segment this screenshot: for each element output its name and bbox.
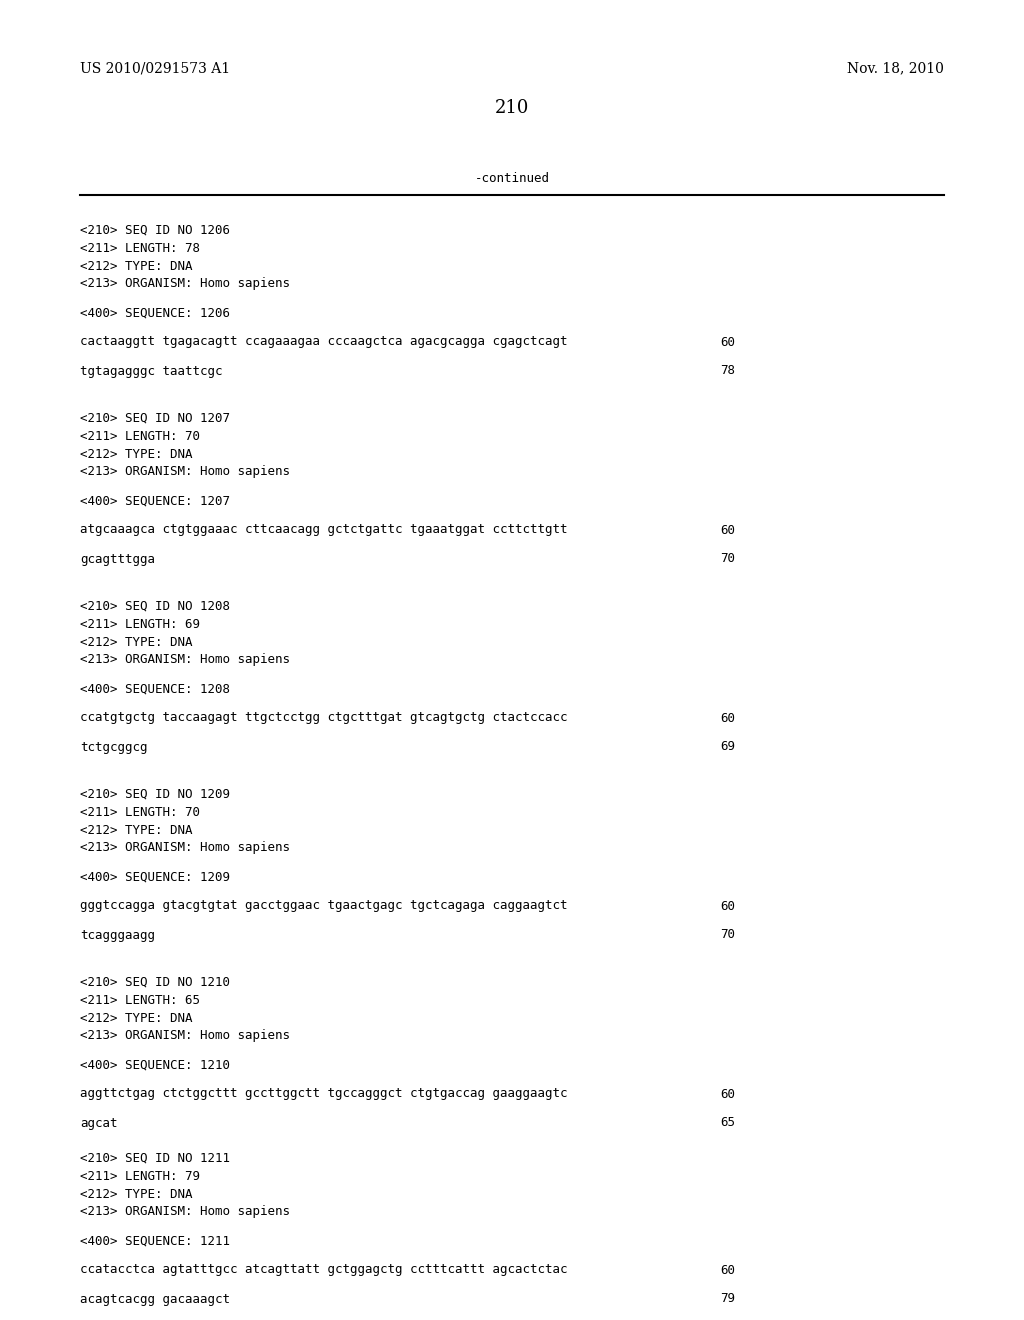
Text: agcat: agcat — [80, 1117, 118, 1130]
Text: 70: 70 — [720, 928, 735, 941]
Text: <212> TYPE: DNA: <212> TYPE: DNA — [80, 635, 193, 648]
Text: gcagtttgga: gcagtttgga — [80, 553, 155, 565]
Text: Nov. 18, 2010: Nov. 18, 2010 — [847, 61, 944, 75]
Text: 79: 79 — [720, 1292, 735, 1305]
Text: ccatacctca agtatttgcc atcagttatt gctggagctg cctttcattt agcactctac: ccatacctca agtatttgcc atcagttatt gctggag… — [80, 1263, 567, 1276]
Text: 60: 60 — [720, 335, 735, 348]
Text: <213> ORGANISM: Homo sapiens: <213> ORGANISM: Homo sapiens — [80, 466, 290, 479]
Text: <211> LENGTH: 69: <211> LENGTH: 69 — [80, 618, 200, 631]
Text: <400> SEQUENCE: 1210: <400> SEQUENCE: 1210 — [80, 1059, 230, 1072]
Text: 60: 60 — [720, 1263, 735, 1276]
Text: 60: 60 — [720, 524, 735, 536]
Text: 210: 210 — [495, 99, 529, 117]
Text: <211> LENGTH: 70: <211> LENGTH: 70 — [80, 429, 200, 442]
Text: <211> LENGTH: 65: <211> LENGTH: 65 — [80, 994, 200, 1006]
Text: <400> SEQUENCE: 1206: <400> SEQUENCE: 1206 — [80, 306, 230, 319]
Text: <210> SEQ ID NO 1210: <210> SEQ ID NO 1210 — [80, 975, 230, 989]
Text: <210> SEQ ID NO 1207: <210> SEQ ID NO 1207 — [80, 412, 230, 425]
Text: <212> TYPE: DNA: <212> TYPE: DNA — [80, 824, 193, 837]
Text: <213> ORGANISM: Homo sapiens: <213> ORGANISM: Homo sapiens — [80, 842, 290, 854]
Text: tctgcggcg: tctgcggcg — [80, 741, 147, 754]
Text: 69: 69 — [720, 741, 735, 754]
Text: 65: 65 — [720, 1117, 735, 1130]
Text: ccatgtgctg taccaagagt ttgctcctgg ctgctttgat gtcagtgctg ctactccacc: ccatgtgctg taccaagagt ttgctcctgg ctgcttt… — [80, 711, 567, 725]
Text: cactaaggtt tgagacagtt ccagaaagaa cccaagctca agacgcagga cgagctcagt: cactaaggtt tgagacagtt ccagaaagaa cccaagc… — [80, 335, 567, 348]
Text: <211> LENGTH: 70: <211> LENGTH: 70 — [80, 805, 200, 818]
Text: 60: 60 — [720, 899, 735, 912]
Text: tcagggaagg: tcagggaagg — [80, 928, 155, 941]
Text: <400> SEQUENCE: 1207: <400> SEQUENCE: 1207 — [80, 495, 230, 507]
Text: <400> SEQUENCE: 1209: <400> SEQUENCE: 1209 — [80, 870, 230, 883]
Text: 60: 60 — [720, 711, 735, 725]
Text: 78: 78 — [720, 364, 735, 378]
Text: <212> TYPE: DNA: <212> TYPE: DNA — [80, 447, 193, 461]
Text: atgcaaagca ctgtggaaac cttcaacagg gctctgattc tgaaatggat ccttcttgtt: atgcaaagca ctgtggaaac cttcaacagg gctctga… — [80, 524, 567, 536]
Text: gggtccagga gtacgtgtat gacctggaac tgaactgagc tgctcagaga caggaagtct: gggtccagga gtacgtgtat gacctggaac tgaactg… — [80, 899, 567, 912]
Text: <210> SEQ ID NO 1208: <210> SEQ ID NO 1208 — [80, 599, 230, 612]
Text: <210> SEQ ID NO 1209: <210> SEQ ID NO 1209 — [80, 788, 230, 800]
Text: <400> SEQUENCE: 1208: <400> SEQUENCE: 1208 — [80, 682, 230, 696]
Text: <212> TYPE: DNA: <212> TYPE: DNA — [80, 1011, 193, 1024]
Text: <213> ORGANISM: Homo sapiens: <213> ORGANISM: Homo sapiens — [80, 277, 290, 290]
Text: 60: 60 — [720, 1088, 735, 1101]
Text: -continued: -continued — [474, 172, 550, 185]
Text: <211> LENGTH: 78: <211> LENGTH: 78 — [80, 242, 200, 255]
Text: <213> ORGANISM: Homo sapiens: <213> ORGANISM: Homo sapiens — [80, 653, 290, 667]
Text: <210> SEQ ID NO 1206: <210> SEQ ID NO 1206 — [80, 223, 230, 236]
Text: <213> ORGANISM: Homo sapiens: <213> ORGANISM: Homo sapiens — [80, 1205, 290, 1218]
Text: tgtagagggc taattcgc: tgtagagggc taattcgc — [80, 364, 222, 378]
Text: US 2010/0291573 A1: US 2010/0291573 A1 — [80, 61, 230, 75]
Text: aggttctgag ctctggcttt gccttggctt tgccagggct ctgtgaccag gaaggaagtc: aggttctgag ctctggcttt gccttggctt tgccagg… — [80, 1088, 567, 1101]
Text: acagtcacgg gacaaagct: acagtcacgg gacaaagct — [80, 1292, 230, 1305]
Text: <210> SEQ ID NO 1211: <210> SEQ ID NO 1211 — [80, 1151, 230, 1164]
Text: <211> LENGTH: 79: <211> LENGTH: 79 — [80, 1170, 200, 1183]
Text: <212> TYPE: DNA: <212> TYPE: DNA — [80, 1188, 193, 1200]
Text: <213> ORGANISM: Homo sapiens: <213> ORGANISM: Homo sapiens — [80, 1030, 290, 1043]
Text: <212> TYPE: DNA: <212> TYPE: DNA — [80, 260, 193, 272]
Text: <400> SEQUENCE: 1211: <400> SEQUENCE: 1211 — [80, 1234, 230, 1247]
Text: 70: 70 — [720, 553, 735, 565]
